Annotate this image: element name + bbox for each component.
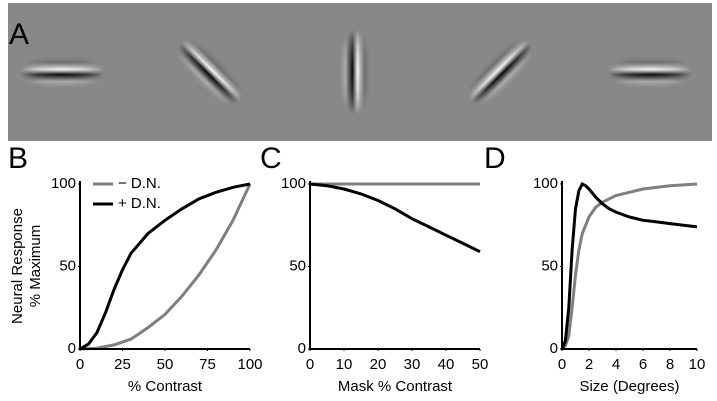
legend-label: + D.N.	[118, 195, 161, 212]
x-axis-label: Size (Degrees)	[579, 378, 679, 395]
gabor	[20, 56, 104, 88]
axes	[561, 181, 697, 350]
x-axis-label: % Contrast	[128, 378, 203, 395]
x-tick-label: 50	[157, 356, 174, 373]
y-axis-label: % Maximum	[27, 225, 44, 308]
panel-label: B	[8, 142, 28, 175]
legend-label: − D.N.	[118, 175, 161, 192]
series-line	[560, 181, 698, 350]
x-tick-label: 75	[199, 356, 216, 373]
panel-label: C	[260, 142, 282, 175]
x-tick-label: 100	[237, 356, 262, 373]
y-tick-label: 100	[281, 175, 306, 192]
x-tick-label: 4	[612, 356, 620, 373]
panel-label: A	[9, 18, 29, 51]
x-tick-label: 40	[438, 356, 455, 373]
y-tick-label: 100	[51, 175, 76, 192]
x-tick-label: 6	[639, 356, 647, 373]
gabor	[608, 56, 692, 88]
series-line	[79, 183, 252, 351]
series-line	[560, 182, 698, 351]
gabor	[339, 30, 371, 114]
y-tick-label: 50	[541, 257, 558, 274]
x-tick-label: 10	[336, 356, 353, 373]
series-line	[79, 182, 251, 351]
y-tick-label: 100	[533, 175, 558, 192]
x-tick-label: 2	[585, 356, 593, 373]
x-tick-label: 50	[472, 356, 489, 373]
y-tick-label: 0	[298, 340, 306, 357]
y-axis-label: Neural Response	[9, 208, 26, 324]
x-axis-label: Mask % Contrast	[338, 378, 453, 395]
x-tick-label: 0	[558, 356, 566, 373]
x-tick-label: 10	[689, 356, 706, 373]
x-tick-label: 25	[114, 356, 131, 373]
panel-label: D	[484, 142, 506, 175]
x-tick-label: 30	[404, 356, 421, 373]
x-tick-label: 20	[370, 356, 387, 373]
x-tick-label: 0	[76, 356, 84, 373]
axes	[309, 181, 480, 350]
y-tick-label: 50	[289, 257, 306, 274]
y-tick-label: 0	[550, 340, 558, 357]
y-tick-label: 50	[59, 257, 76, 274]
x-tick-label: 0	[306, 356, 314, 373]
series-line	[309, 182, 481, 254]
axes	[79, 181, 250, 350]
x-tick-label: 8	[666, 356, 674, 373]
y-tick-label: 0	[68, 340, 76, 357]
